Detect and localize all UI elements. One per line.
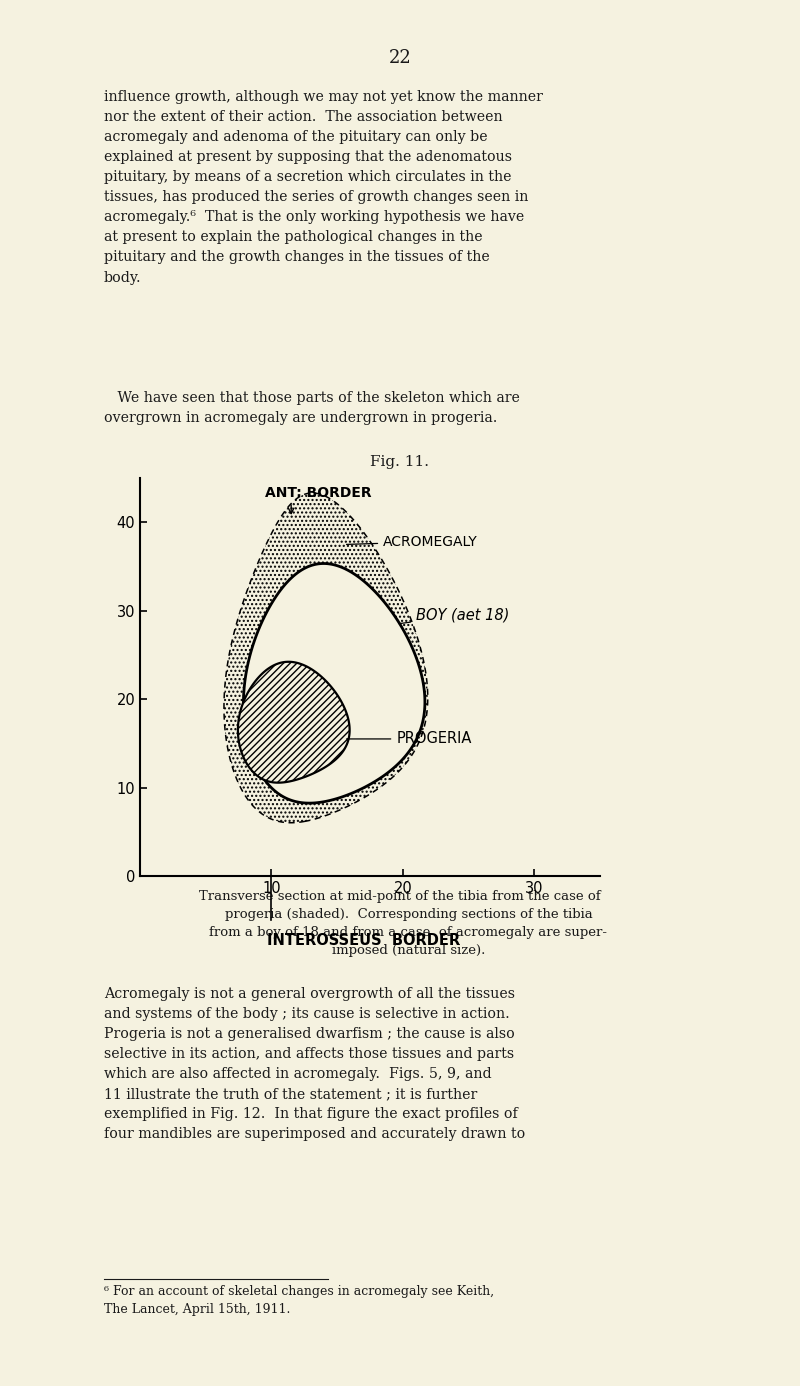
Text: BOY (aet 18): BOY (aet 18) bbox=[399, 607, 510, 624]
Text: INTEROSSEUS  BORDER: INTEROSSEUS BORDER bbox=[267, 933, 460, 948]
Text: We have seen that those parts of the skeleton which are
overgrown in acromegaly : We have seen that those parts of the ske… bbox=[104, 391, 520, 426]
Text: Acromegaly is not a general overgrowth of all the tissues
and systems of the bod: Acromegaly is not a general overgrowth o… bbox=[104, 987, 526, 1141]
Polygon shape bbox=[224, 493, 428, 823]
Text: influence growth, although we may not yet know the manner
nor the extent of thei: influence growth, although we may not ye… bbox=[104, 90, 543, 284]
Text: ACROMEGALY: ACROMEGALY bbox=[346, 535, 478, 549]
Text: ⁶ For an account of skeletal changes in acromegaly see Keith,
The Lancet, April : ⁶ For an account of skeletal changes in … bbox=[104, 1285, 494, 1315]
Text: ANT: BORDER: ANT: BORDER bbox=[265, 486, 371, 500]
Polygon shape bbox=[243, 564, 425, 802]
Text: Transverse section at mid-point of the tibia from the case of
    progeria (shad: Transverse section at mid-point of the t… bbox=[193, 890, 607, 956]
Text: Fig. 11.: Fig. 11. bbox=[370, 455, 430, 468]
Text: 22: 22 bbox=[389, 49, 411, 67]
Polygon shape bbox=[238, 661, 350, 783]
Text: PROGERIA: PROGERIA bbox=[346, 732, 472, 747]
